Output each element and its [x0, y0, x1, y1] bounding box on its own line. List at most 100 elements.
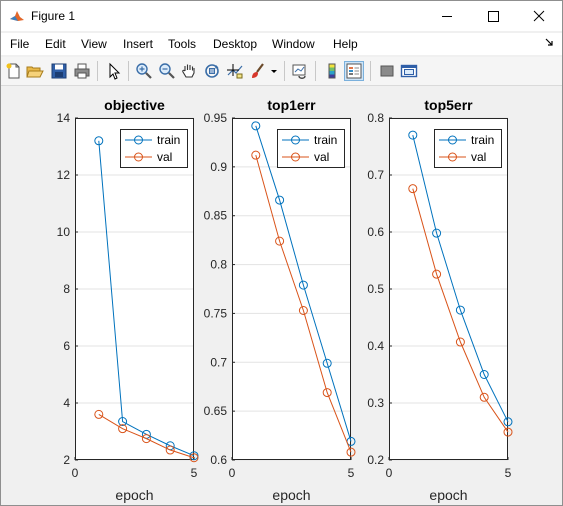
y-tick-label: 0.75 — [204, 306, 228, 320]
zoom-out-button[interactable] — [157, 61, 177, 81]
open-file-button[interactable] — [25, 61, 45, 81]
pan-button[interactable] — [179, 61, 199, 81]
edit-plot-button[interactable] — [104, 61, 124, 81]
x-axis-label: epoch — [272, 487, 310, 503]
hide-plot-tools-button[interactable] — [377, 61, 397, 81]
menu-desktop[interactable]: Desktop — [213, 37, 258, 51]
data-point-val — [189, 453, 199, 463]
maximize-button[interactable] — [470, 1, 516, 31]
title-bar[interactable]: Figure 1 — [1, 1, 562, 31]
rotate-3d-button[interactable] — [202, 61, 222, 81]
data-point-train — [322, 358, 332, 368]
brush-icon — [252, 63, 264, 78]
menu-bar: File Edit View Insert Tools Desktop Wind… — [1, 33, 562, 55]
zoom-in-button[interactable] — [134, 61, 154, 81]
figure-toolbar — [1, 57, 562, 86]
close-icon — [533, 10, 545, 22]
legend-marker-val — [448, 152, 457, 162]
new-figure-button[interactable] — [4, 61, 24, 81]
legend-box — [277, 129, 345, 168]
toolbar-separator — [284, 61, 285, 81]
y-tick-label: 0.6 — [210, 453, 227, 467]
series-line-val — [255, 154, 352, 453]
x-tick-label: 0 — [229, 466, 236, 480]
legend-entry-val: val — [314, 150, 329, 164]
data-point-val — [94, 409, 104, 419]
data-point-train — [275, 195, 285, 205]
rotate-3d-icon — [205, 64, 219, 78]
series-line-train — [412, 134, 509, 423]
data-point-train — [455, 305, 465, 315]
edit-plot-arrow-icon — [109, 62, 121, 80]
data-point-val — [432, 269, 442, 279]
data-cursor-icon — [227, 64, 243, 79]
x-tick-label: 5 — [505, 466, 512, 480]
legend: train val — [277, 129, 345, 168]
menu-tools[interactable]: Tools — [168, 37, 197, 51]
show-plot-tools-button[interactable] — [399, 61, 419, 81]
minimize-icon — [442, 16, 452, 17]
insert-colorbar-button[interactable] — [322, 61, 342, 81]
legend-marker-train — [291, 135, 300, 145]
chart-title: top5err — [424, 97, 473, 113]
matlab-logo-icon — [9, 8, 25, 24]
y-tick-label: 0.8 — [210, 258, 227, 272]
y-tick-label: 0.7 — [367, 168, 384, 182]
x-tick-label: 5 — [348, 466, 355, 480]
print-button[interactable] — [72, 61, 92, 81]
data-point-val — [479, 392, 489, 402]
menu-edit[interactable]: Edit — [45, 37, 66, 51]
y-tick-label: 0.85 — [204, 209, 228, 223]
data-cursor-button[interactable] — [225, 61, 245, 81]
data-point-val — [298, 305, 308, 315]
menu-help[interactable]: Help — [333, 37, 358, 51]
y-tick-label: 0.2 — [367, 453, 384, 467]
data-point-val — [141, 434, 151, 444]
axes-box — [389, 118, 508, 460]
data-point-val — [346, 447, 356, 457]
y-tick-label: 10 — [57, 225, 71, 239]
menu-view[interactable]: View — [81, 37, 107, 51]
data-point-val — [455, 337, 465, 347]
brush-dropdown-button[interactable] — [268, 61, 280, 81]
zoom-in-icon — [136, 63, 152, 79]
data-point-val — [165, 445, 175, 455]
hide-plot-tools-icon — [380, 65, 394, 77]
insert-legend-button[interactable] — [344, 61, 364, 81]
save-button[interactable] — [49, 61, 69, 81]
series-line-val — [412, 188, 509, 433]
legend-marker-val — [291, 152, 300, 162]
data-point-val — [408, 184, 418, 194]
close-button[interactable] — [516, 1, 562, 31]
y-tick-label: 0.7 — [210, 355, 227, 369]
menu-insert[interactable]: Insert — [123, 37, 154, 51]
axes-objective: 2 4 6 8 10 12 14 0 5 objective epoch train val — [57, 97, 199, 503]
legend-box — [120, 129, 188, 168]
menu-window[interactable]: Window — [272, 37, 315, 51]
brush-button[interactable] — [248, 61, 268, 81]
y-tick-label: 0.95 — [204, 111, 228, 125]
legend-entry-train: train — [157, 133, 180, 147]
window-title: Figure 1 — [31, 9, 76, 23]
menu-file[interactable]: File — [10, 37, 30, 51]
data-point-train — [408, 130, 418, 140]
dock-arrow-icon[interactable] — [545, 38, 554, 47]
x-tick-label: 0 — [386, 466, 393, 480]
x-axis-label: epoch — [115, 487, 153, 503]
series-line-train — [255, 125, 352, 442]
toolbar-separator — [315, 61, 316, 81]
legend-entry-train: train — [314, 133, 337, 147]
y-tick-label: 14 — [57, 111, 71, 125]
pan-hand-icon — [182, 64, 195, 78]
legend-entry-val: val — [471, 150, 486, 164]
link-plot-icon — [292, 64, 306, 79]
data-point-train — [118, 417, 128, 427]
data-point-train — [503, 417, 513, 427]
chart-title: objective — [104, 97, 165, 113]
data-point-val — [275, 236, 285, 246]
minimize-button[interactable] — [424, 1, 470, 31]
link-plot-button[interactable] — [290, 61, 310, 81]
chart-title: top1err — [267, 97, 316, 113]
y-tick-label: 12 — [57, 168, 71, 182]
